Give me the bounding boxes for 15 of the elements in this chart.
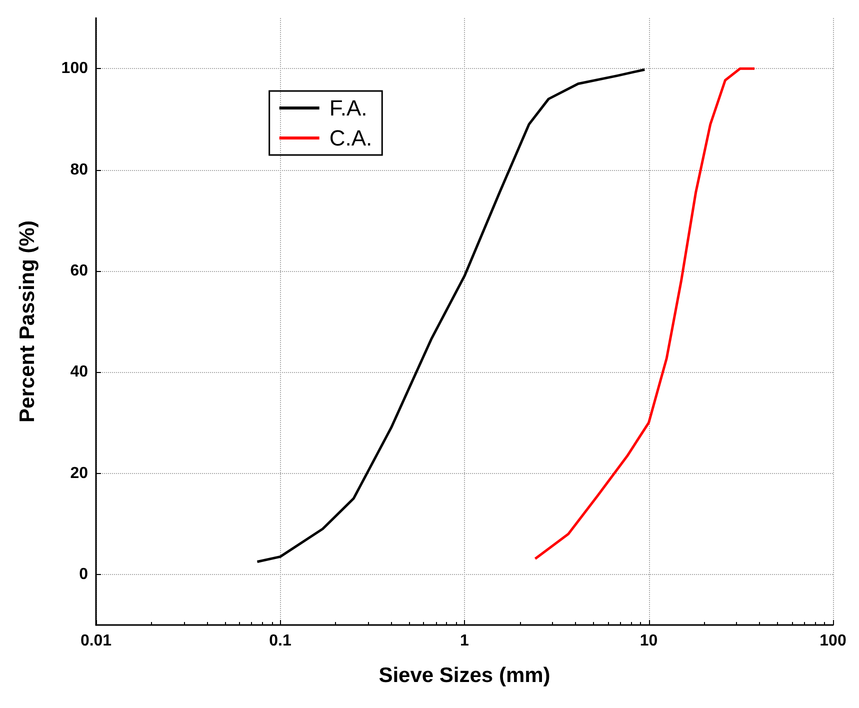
x-axis-title: Sieve Sizes (mm) bbox=[378, 664, 550, 687]
y-tick-label: 80 bbox=[70, 161, 88, 178]
y-tick-label: 60 bbox=[70, 262, 88, 280]
legend-label: F.A. bbox=[329, 96, 368, 121]
x-tick-label: 0.1 bbox=[269, 632, 292, 650]
y-axis-title: Percent Passing (%) bbox=[16, 220, 39, 422]
y-tick-label: 20 bbox=[70, 464, 88, 482]
legend-label: C.A. bbox=[329, 126, 372, 151]
y-tick-label: 100 bbox=[61, 60, 88, 78]
y-tick-label: 40 bbox=[70, 364, 88, 381]
x-tick-label: 1 bbox=[460, 632, 470, 650]
x-tick-label: 10 bbox=[640, 632, 658, 650]
x-tick-label: 100 bbox=[820, 632, 846, 650]
y-tick-label: 0 bbox=[79, 566, 88, 583]
x-tick-label: 0.01 bbox=[80, 632, 112, 650]
